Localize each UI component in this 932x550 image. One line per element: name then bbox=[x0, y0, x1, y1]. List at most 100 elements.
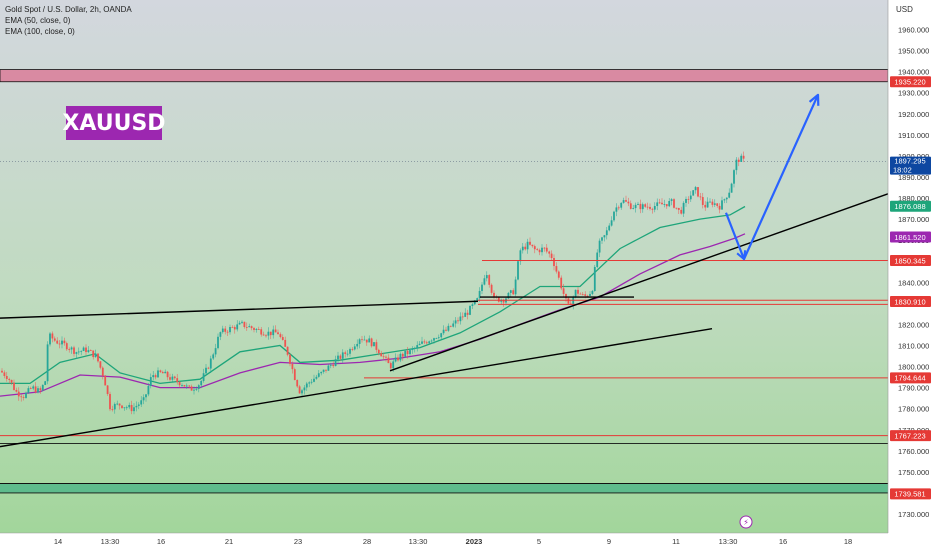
candle[interactable] bbox=[440, 333, 443, 338]
candle[interactable] bbox=[608, 225, 611, 231]
candle[interactable] bbox=[493, 292, 495, 297]
candle[interactable] bbox=[673, 199, 675, 208]
candle[interactable] bbox=[406, 350, 409, 355]
candle[interactable] bbox=[327, 365, 330, 371]
candle[interactable] bbox=[730, 183, 733, 193]
candle[interactable] bbox=[80, 350, 83, 352]
candle[interactable] bbox=[130, 404, 133, 412]
candle[interactable] bbox=[536, 249, 539, 251]
candle[interactable] bbox=[109, 393, 111, 410]
candle[interactable] bbox=[555, 266, 558, 272]
candle[interactable] bbox=[557, 271, 560, 278]
candle[interactable] bbox=[207, 367, 210, 369]
candle[interactable] bbox=[452, 323, 455, 327]
candle[interactable] bbox=[272, 329, 275, 336]
candle[interactable] bbox=[51, 333, 54, 339]
candle[interactable] bbox=[435, 337, 438, 339]
candle[interactable] bbox=[159, 370, 162, 373]
candle[interactable] bbox=[411, 348, 414, 351]
candle[interactable] bbox=[644, 204, 647, 207]
candle[interactable] bbox=[202, 373, 205, 381]
candle[interactable] bbox=[303, 387, 306, 391]
candle[interactable] bbox=[533, 246, 536, 250]
candle[interactable] bbox=[389, 363, 392, 369]
candle[interactable] bbox=[284, 339, 287, 347]
candle[interactable] bbox=[236, 324, 239, 330]
candle[interactable] bbox=[46, 344, 49, 382]
candle[interactable] bbox=[265, 335, 267, 337]
candle[interactable] bbox=[464, 312, 467, 317]
candle[interactable] bbox=[543, 247, 546, 249]
candle[interactable] bbox=[653, 206, 656, 210]
candle[interactable] bbox=[219, 332, 222, 337]
candle[interactable] bbox=[377, 349, 380, 354]
candle[interactable] bbox=[401, 353, 404, 357]
candle[interactable] bbox=[526, 241, 529, 250]
candle[interactable] bbox=[701, 197, 704, 205]
candle[interactable] bbox=[63, 340, 66, 344]
candle[interactable] bbox=[392, 361, 395, 369]
candle[interactable] bbox=[15, 389, 18, 392]
candle[interactable] bbox=[22, 397, 25, 398]
candle[interactable] bbox=[361, 339, 363, 341]
candle[interactable] bbox=[596, 252, 599, 267]
candle[interactable] bbox=[661, 202, 663, 205]
lightning-icon[interactable]: ⚡ bbox=[739, 515, 753, 529]
candle[interactable] bbox=[382, 356, 385, 358]
candle[interactable] bbox=[625, 200, 627, 202]
candle[interactable] bbox=[490, 284, 493, 293]
candle[interactable] bbox=[58, 343, 61, 345]
candle[interactable] bbox=[185, 385, 188, 387]
candle[interactable] bbox=[101, 367, 104, 376]
candle[interactable] bbox=[92, 350, 95, 358]
candle[interactable] bbox=[37, 388, 39, 393]
candle[interactable] bbox=[94, 353, 97, 358]
candle[interactable] bbox=[565, 293, 567, 299]
candle[interactable] bbox=[433, 338, 435, 341]
candle[interactable] bbox=[61, 340, 63, 345]
candle[interactable] bbox=[164, 371, 167, 374]
candle[interactable] bbox=[665, 204, 668, 207]
candle[interactable] bbox=[75, 352, 78, 354]
candle[interactable] bbox=[68, 349, 71, 351]
candle[interactable] bbox=[337, 355, 339, 360]
candle[interactable] bbox=[385, 356, 387, 358]
candle[interactable] bbox=[332, 364, 335, 367]
candle[interactable] bbox=[373, 342, 375, 347]
candle[interactable] bbox=[497, 297, 500, 302]
candle[interactable] bbox=[423, 341, 426, 343]
candle[interactable] bbox=[349, 349, 351, 354]
candle[interactable] bbox=[538, 249, 541, 253]
candle[interactable] bbox=[649, 206, 651, 209]
candle[interactable] bbox=[70, 347, 73, 350]
candle[interactable] bbox=[478, 290, 481, 299]
candle[interactable] bbox=[668, 201, 671, 207]
candle[interactable] bbox=[574, 289, 577, 297]
candle[interactable] bbox=[742, 155, 745, 159]
candle[interactable] bbox=[262, 334, 265, 336]
candle[interactable] bbox=[106, 385, 109, 394]
candle[interactable] bbox=[351, 349, 354, 350]
candle[interactable] bbox=[481, 284, 483, 291]
candle[interactable] bbox=[457, 320, 459, 322]
candle[interactable] bbox=[483, 278, 486, 285]
candle[interactable] bbox=[116, 403, 119, 405]
candle[interactable] bbox=[670, 199, 673, 202]
candle[interactable] bbox=[221, 328, 224, 333]
trend-line[interactable] bbox=[0, 327, 713, 448]
candle[interactable] bbox=[277, 332, 279, 335]
candle[interactable] bbox=[733, 170, 735, 184]
candle[interactable] bbox=[413, 348, 416, 349]
candle[interactable] bbox=[253, 328, 255, 330]
candle[interactable] bbox=[145, 394, 147, 398]
candle[interactable] bbox=[229, 327, 231, 333]
support-band[interactable] bbox=[0, 483, 888, 493]
candle[interactable] bbox=[735, 159, 738, 171]
candle[interactable] bbox=[73, 347, 75, 354]
candle[interactable] bbox=[641, 204, 644, 210]
candle[interactable] bbox=[137, 404, 140, 406]
candle[interactable] bbox=[682, 202, 685, 214]
candle[interactable] bbox=[687, 198, 690, 200]
candle[interactable] bbox=[591, 290, 594, 294]
candle[interactable] bbox=[197, 385, 200, 389]
